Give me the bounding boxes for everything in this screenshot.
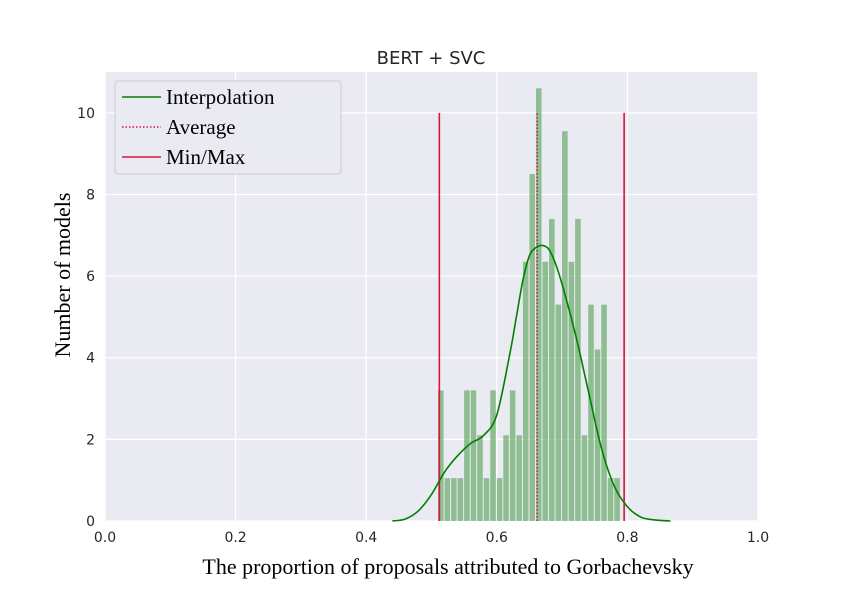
histogram-bar — [581, 435, 588, 521]
histogram-bar — [464, 390, 470, 521]
histogram-bar — [477, 435, 483, 521]
axis-ticks: 0.0 0.2 0.4 0.6 0.8 1.0 0 2 4 6 8 10 — [77, 106, 769, 546]
legend: Interpolation Average Min/Max — [114, 80, 342, 175]
histogram-bar — [444, 478, 451, 521]
histogram-bar — [542, 261, 549, 521]
legend-label-average: Average — [166, 115, 236, 139]
y-tick-label: 4 — [86, 351, 95, 367]
x-tick-label: 1.0 — [747, 530, 769, 546]
histogram-bar — [535, 88, 542, 521]
series-lines — [392, 112, 671, 522]
histogram-bar — [529, 174, 535, 521]
x-tick-label: 0.2 — [224, 530, 246, 546]
histogram-bar — [438, 390, 444, 521]
y-axis-label: Number of models — [50, 193, 75, 358]
histogram-bar — [483, 478, 490, 521]
x-tick-label: 0.0 — [94, 530, 116, 546]
histogram-bar — [588, 304, 594, 521]
histogram-bar — [568, 261, 575, 521]
y-tick-label: 2 — [86, 432, 95, 448]
histogram-bar — [490, 390, 496, 521]
y-tick-label: 10 — [77, 106, 95, 122]
histogram-bar — [451, 478, 457, 521]
y-tick-label: 8 — [86, 187, 95, 203]
histogram-bar — [607, 478, 614, 521]
histogram-bar — [522, 261, 529, 521]
histogram-bar — [614, 478, 620, 521]
histogram-bar — [562, 131, 568, 521]
chart-title: BERT + SVC — [377, 48, 486, 69]
histogram-bar — [457, 478, 464, 521]
x-axis-label: The proportion of proposals attributed t… — [202, 554, 693, 579]
legend-box — [114, 80, 342, 175]
x-tick-label: 0.4 — [355, 530, 377, 546]
legend-label-interpolation: Interpolation — [166, 85, 275, 109]
histogram-bar — [549, 218, 555, 522]
x-tick-label: 0.8 — [616, 530, 638, 546]
y-tick-label: 0 — [86, 514, 95, 530]
interpolation-curve — [392, 244, 671, 522]
legend-label-min-max: Min/Max — [166, 145, 246, 169]
x-tick-label: 0.6 — [486, 530, 508, 546]
histogram-bar — [509, 390, 516, 521]
histogram-bar — [470, 390, 477, 521]
histogram-bar — [575, 218, 581, 522]
grid-lines — [104, 72, 759, 522]
histogram-bar — [516, 435, 522, 521]
y-tick-label: 6 — [86, 269, 95, 285]
histogram-bar — [496, 478, 503, 521]
histogram-bar — [503, 435, 509, 521]
histogram-bar — [601, 304, 607, 521]
histogram-bar — [555, 304, 562, 521]
